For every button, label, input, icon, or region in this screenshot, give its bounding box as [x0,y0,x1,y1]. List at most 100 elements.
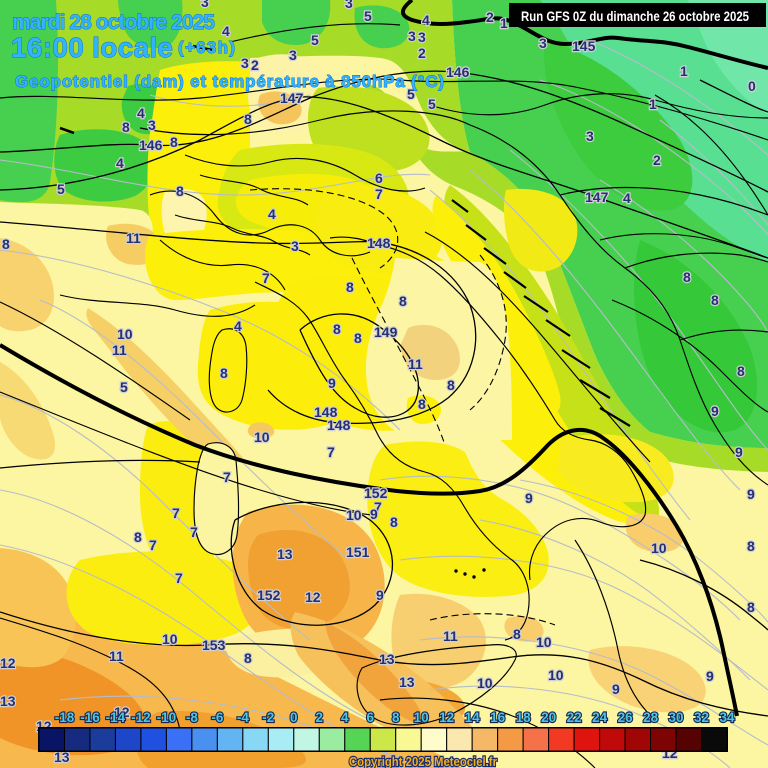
svg-text:2: 2 [418,45,426,61]
svg-text:8: 8 [122,119,130,135]
svg-text:5: 5 [364,8,372,24]
svg-text:147: 147 [585,189,609,205]
svg-text:3: 3 [201,0,209,10]
svg-text:32: 32 [694,710,709,725]
svg-text:8: 8 [683,269,691,285]
svg-text:(+63h): (+63h) [178,38,235,57]
svg-text:13: 13 [379,651,395,667]
svg-text:3: 3 [345,0,353,11]
svg-text:Run GFS 0Z du dimanche 26 octo: Run GFS 0Z du dimanche 26 octobre 2025 [521,8,749,24]
svg-text:3: 3 [408,28,416,44]
svg-text:10: 10 [254,429,270,445]
svg-text:-18: -18 [55,710,75,725]
svg-text:6: 6 [367,710,375,725]
svg-text:mardi 28 octobre 2025: mardi 28 octobre 2025 [12,11,215,34]
svg-text:9: 9 [706,668,714,684]
svg-text:13: 13 [277,546,293,562]
svg-text:7: 7 [374,499,382,515]
svg-text:13: 13 [0,693,16,709]
svg-text:7: 7 [375,186,383,202]
svg-text:24: 24 [592,710,608,725]
svg-text:-8: -8 [186,710,198,725]
svg-text:146: 146 [446,64,470,80]
svg-text:11: 11 [112,342,127,358]
svg-text:16:00 locale: 16:00 locale [11,32,173,63]
svg-text:3: 3 [586,128,594,144]
svg-text:3: 3 [148,117,156,133]
svg-text:8: 8 [333,321,341,337]
svg-text:7: 7 [149,537,157,553]
svg-text:153: 153 [202,637,226,653]
svg-text:5: 5 [407,86,415,102]
svg-text:2: 2 [653,152,661,168]
svg-text:2: 2 [251,57,259,73]
svg-text:3: 3 [418,29,426,45]
svg-text:0: 0 [748,78,756,94]
svg-text:8: 8 [134,529,142,545]
svg-text:4: 4 [341,710,349,725]
svg-text:3: 3 [241,55,249,71]
svg-text:147: 147 [280,90,304,106]
svg-text:13: 13 [54,749,70,765]
svg-text:9: 9 [612,681,620,697]
svg-text:4: 4 [422,12,430,28]
svg-text:9: 9 [735,444,743,460]
svg-text:-6: -6 [211,710,223,725]
svg-text:10: 10 [536,634,552,650]
svg-text:16: 16 [490,710,506,725]
svg-text:12: 12 [439,710,454,725]
svg-text:8: 8 [176,183,184,199]
svg-text:4: 4 [116,155,124,171]
svg-text:28: 28 [643,710,659,725]
svg-text:5: 5 [120,379,128,395]
svg-text:1: 1 [680,63,688,79]
svg-text:5: 5 [428,96,436,112]
svg-text:149: 149 [374,324,398,340]
svg-text:14: 14 [465,710,481,725]
svg-text:8: 8 [2,236,10,252]
svg-text:26: 26 [618,710,634,725]
svg-text:3: 3 [291,238,299,254]
svg-text:145: 145 [572,38,596,54]
svg-text:11: 11 [443,628,458,644]
svg-text:4: 4 [137,105,145,121]
svg-text:10: 10 [162,631,178,647]
svg-text:9: 9 [370,506,378,522]
svg-text:8: 8 [244,650,252,666]
svg-text:-12: -12 [131,710,151,725]
svg-text:5: 5 [311,32,319,48]
svg-text:4: 4 [268,206,276,222]
svg-text:30: 30 [668,710,683,725]
svg-text:9: 9 [376,587,384,603]
svg-text:1: 1 [649,96,657,112]
svg-text:11: 11 [408,356,423,372]
svg-text:12: 12 [114,704,130,720]
svg-text:34: 34 [719,710,735,725]
svg-text:2: 2 [486,9,494,25]
svg-text:8: 8 [447,377,455,393]
svg-text:151: 151 [346,544,370,560]
svg-text:8: 8 [747,599,755,615]
svg-text:7: 7 [190,524,198,540]
svg-text:-14: -14 [106,710,126,725]
svg-text:-10: -10 [157,710,177,725]
svg-text:9: 9 [328,375,336,391]
svg-text:152: 152 [257,587,281,603]
svg-text:8: 8 [170,134,178,150]
svg-text:148: 148 [367,235,391,251]
svg-text:Geopotentiel (dam) et températ: Geopotentiel (dam) et température à 850h… [15,72,444,91]
svg-text:2: 2 [316,710,324,725]
svg-text:22: 22 [567,710,582,725]
svg-text:12: 12 [0,655,16,671]
svg-text:148: 148 [314,404,338,420]
svg-text:8: 8 [747,538,755,554]
svg-text:10: 10 [346,507,362,523]
svg-text:9: 9 [711,403,719,419]
svg-text:-4: -4 [237,710,249,725]
svg-text:8: 8 [346,279,354,295]
svg-text:7: 7 [172,505,180,521]
svg-text:7: 7 [327,444,335,460]
svg-text:6: 6 [375,170,383,186]
svg-text:3: 3 [289,47,297,63]
svg-text:4: 4 [234,318,242,334]
